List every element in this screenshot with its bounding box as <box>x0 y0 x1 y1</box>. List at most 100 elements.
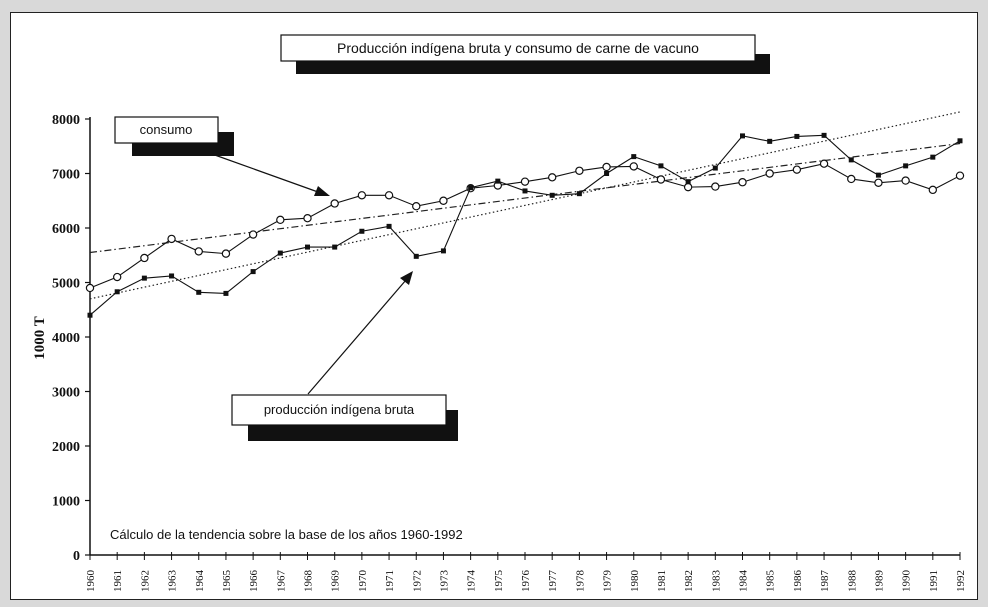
data-point-produccion <box>277 250 283 256</box>
data-point-consumo <box>112 272 122 282</box>
data-point-produccion <box>114 289 120 295</box>
trend-lines <box>89 111 961 300</box>
x-tick-label: 1973 <box>438 570 450 593</box>
x-tick-label: 1970 <box>357 570 369 593</box>
data-point-consumo <box>847 174 856 184</box>
x-tick-label: 1965 <box>221 570 233 593</box>
produccion-callout: producción indígena bruta <box>231 271 458 441</box>
y-tick-label: 0 <box>73 549 80 564</box>
data-point-produccion <box>576 191 582 197</box>
x-tick-label: 1977 <box>547 570 559 593</box>
data-point-produccion <box>549 192 555 198</box>
data-point-produccion <box>169 273 175 279</box>
data-point-produccion <box>440 248 446 254</box>
trend-footnote: Cálculo de la tendencia sobre la base de… <box>110 527 463 542</box>
y-tick-label: 7000 <box>52 168 80 183</box>
produccion-label: producción indígena bruta <box>264 402 415 417</box>
produccion-arrow <box>307 279 407 395</box>
data-point-produccion <box>740 133 745 139</box>
y-tick-label: 1000 <box>52 495 80 510</box>
data-point-produccion <box>658 163 664 169</box>
data-point-produccion <box>794 133 800 139</box>
data-point-produccion <box>712 165 718 171</box>
consumo-callout: consumo <box>114 116 330 196</box>
data-point-consumo <box>656 175 666 184</box>
x-tick-label: 1976 <box>520 570 532 593</box>
data-point-consumo <box>276 215 285 225</box>
x-tick-label: 1979 <box>602 570 614 593</box>
data-point-produccion <box>359 228 365 234</box>
x-tick-label: 1971 <box>384 570 396 592</box>
data-point-consumo <box>928 185 938 195</box>
data-point-consumo <box>412 201 421 211</box>
x-tick-label: 1972 <box>411 570 423 592</box>
data-point-consumo <box>194 247 203 256</box>
x-tick-label: 1968 <box>303 570 315 593</box>
x-tick-label: 1969 <box>330 570 342 593</box>
x-tick-label: 1967 <box>275 570 287 593</box>
data-point-consumo <box>711 182 720 191</box>
data-point-consumo <box>303 213 312 223</box>
data-point-produccion <box>930 154 936 160</box>
data-point-consumo <box>85 283 95 293</box>
x-tick-label: 1962 <box>139 570 151 592</box>
x-tick-label: 1986 <box>792 570 804 593</box>
data-point-produccion <box>957 138 963 144</box>
data-point-produccion <box>87 312 93 318</box>
y-tick-label: 2000 <box>52 440 80 455</box>
data-series <box>85 132 965 318</box>
data-point-consumo <box>330 199 339 208</box>
data-point-produccion <box>196 289 202 295</box>
y-axis-label: 1000 T <box>32 316 48 359</box>
y-tick-label: 5000 <box>52 277 80 292</box>
consumo-arrowhead <box>314 186 330 196</box>
data-point-produccion <box>685 179 691 185</box>
data-point-consumo <box>765 169 774 178</box>
data-point-produccion <box>141 275 147 281</box>
x-tick-label: 1984 <box>738 570 750 593</box>
data-point-produccion <box>875 172 881 178</box>
data-point-consumo <box>384 191 394 200</box>
data-point-produccion <box>386 223 392 229</box>
data-point-produccion <box>903 163 909 169</box>
x-tick-label: 1960 <box>85 570 97 593</box>
x-tick-label: 1989 <box>873 570 885 593</box>
data-point-consumo <box>901 176 910 185</box>
consumo-arrow <box>211 153 319 193</box>
data-point-consumo <box>167 234 176 244</box>
data-point-produccion <box>413 253 419 259</box>
data-point-consumo <box>738 178 747 187</box>
x-tick-label: 1978 <box>574 570 586 593</box>
data-point-produccion <box>495 178 501 184</box>
data-point-consumo <box>547 173 557 182</box>
y-tick-label: 8000 <box>52 113 80 128</box>
y-tick-label: 6000 <box>52 222 80 237</box>
data-point-produccion <box>848 157 854 163</box>
x-tick-label: 1966 <box>248 570 260 593</box>
data-point-produccion <box>468 185 474 191</box>
chart-title: Producción indígena bruta y consumo de c… <box>337 40 699 56</box>
x-tick-label: 1991 <box>928 570 940 592</box>
data-point-consumo <box>819 159 829 168</box>
data-point-consumo <box>140 253 149 263</box>
x-tick-label: 1961 <box>112 570 124 592</box>
x-tick-label: 1987 <box>819 570 831 593</box>
trend-line-consumo <box>89 142 961 254</box>
x-tick-label: 1992 <box>955 570 967 592</box>
x-tick-label: 1983 <box>710 570 722 593</box>
data-point-consumo <box>357 191 367 200</box>
consumo-label: consumo <box>140 122 193 137</box>
y-tick-label: 3000 <box>52 386 80 401</box>
data-point-consumo <box>520 177 530 186</box>
chart-title-box: Producción indígena bruta y consumo de c… <box>280 34 770 74</box>
data-point-produccion <box>223 290 229 296</box>
data-point-consumo <box>248 230 258 239</box>
chart-panel <box>10 12 978 600</box>
data-point-consumo <box>439 196 448 205</box>
x-tick-label: 1982 <box>683 570 695 592</box>
x-tick-label: 1990 <box>901 570 913 593</box>
data-point-produccion <box>522 188 528 194</box>
data-point-consumo <box>683 182 693 192</box>
data-point-consumo <box>874 178 883 187</box>
